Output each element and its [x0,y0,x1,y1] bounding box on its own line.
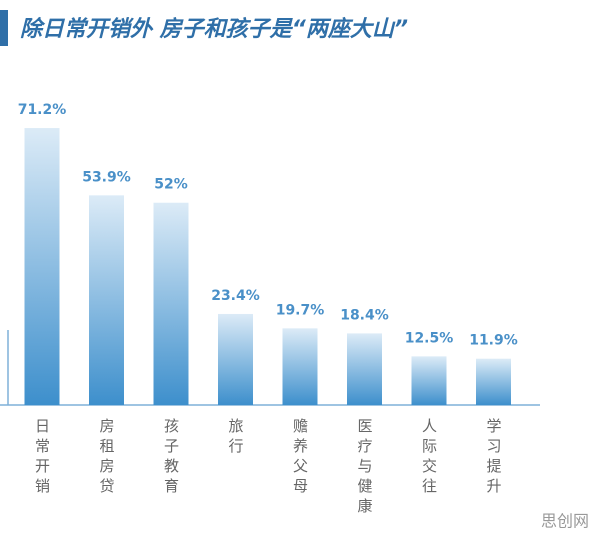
bar [476,358,511,405]
value-label: 11.9% [469,333,518,349]
watermark: 思创网 [541,512,589,531]
value-label: 53.9% [82,169,131,185]
bar [411,356,447,405]
x-tick-label: 日常开销 [33,418,51,498]
value-label: 52% [154,177,188,193]
x-tick-label: 房租房贷 [98,418,116,498]
x-tick-label: 赡养父母 [291,418,309,498]
x-tick-label: 医疗与健康 [356,418,374,518]
bar [347,333,382,405]
x-tick-label: 学习提升 [485,418,503,498]
value-label: 23.4% [211,288,260,304]
chart-title: 除日常开销外 房子和孩子是“两座大山” [20,16,408,42]
x-tick-label: 孩子教育 [162,418,180,498]
value-label: 18.4% [340,307,389,323]
title-accent [0,10,8,46]
bar [218,313,253,405]
bar [24,128,60,406]
x-tick-label: 人际交往 [420,418,438,498]
value-label: 71.2% [18,102,67,118]
bar [282,328,318,405]
value-label: 19.7% [276,302,325,318]
x-tick-label: 旅行 [227,418,245,458]
bar [89,195,124,405]
bar [153,202,189,405]
value-label: 12.5% [405,330,454,346]
